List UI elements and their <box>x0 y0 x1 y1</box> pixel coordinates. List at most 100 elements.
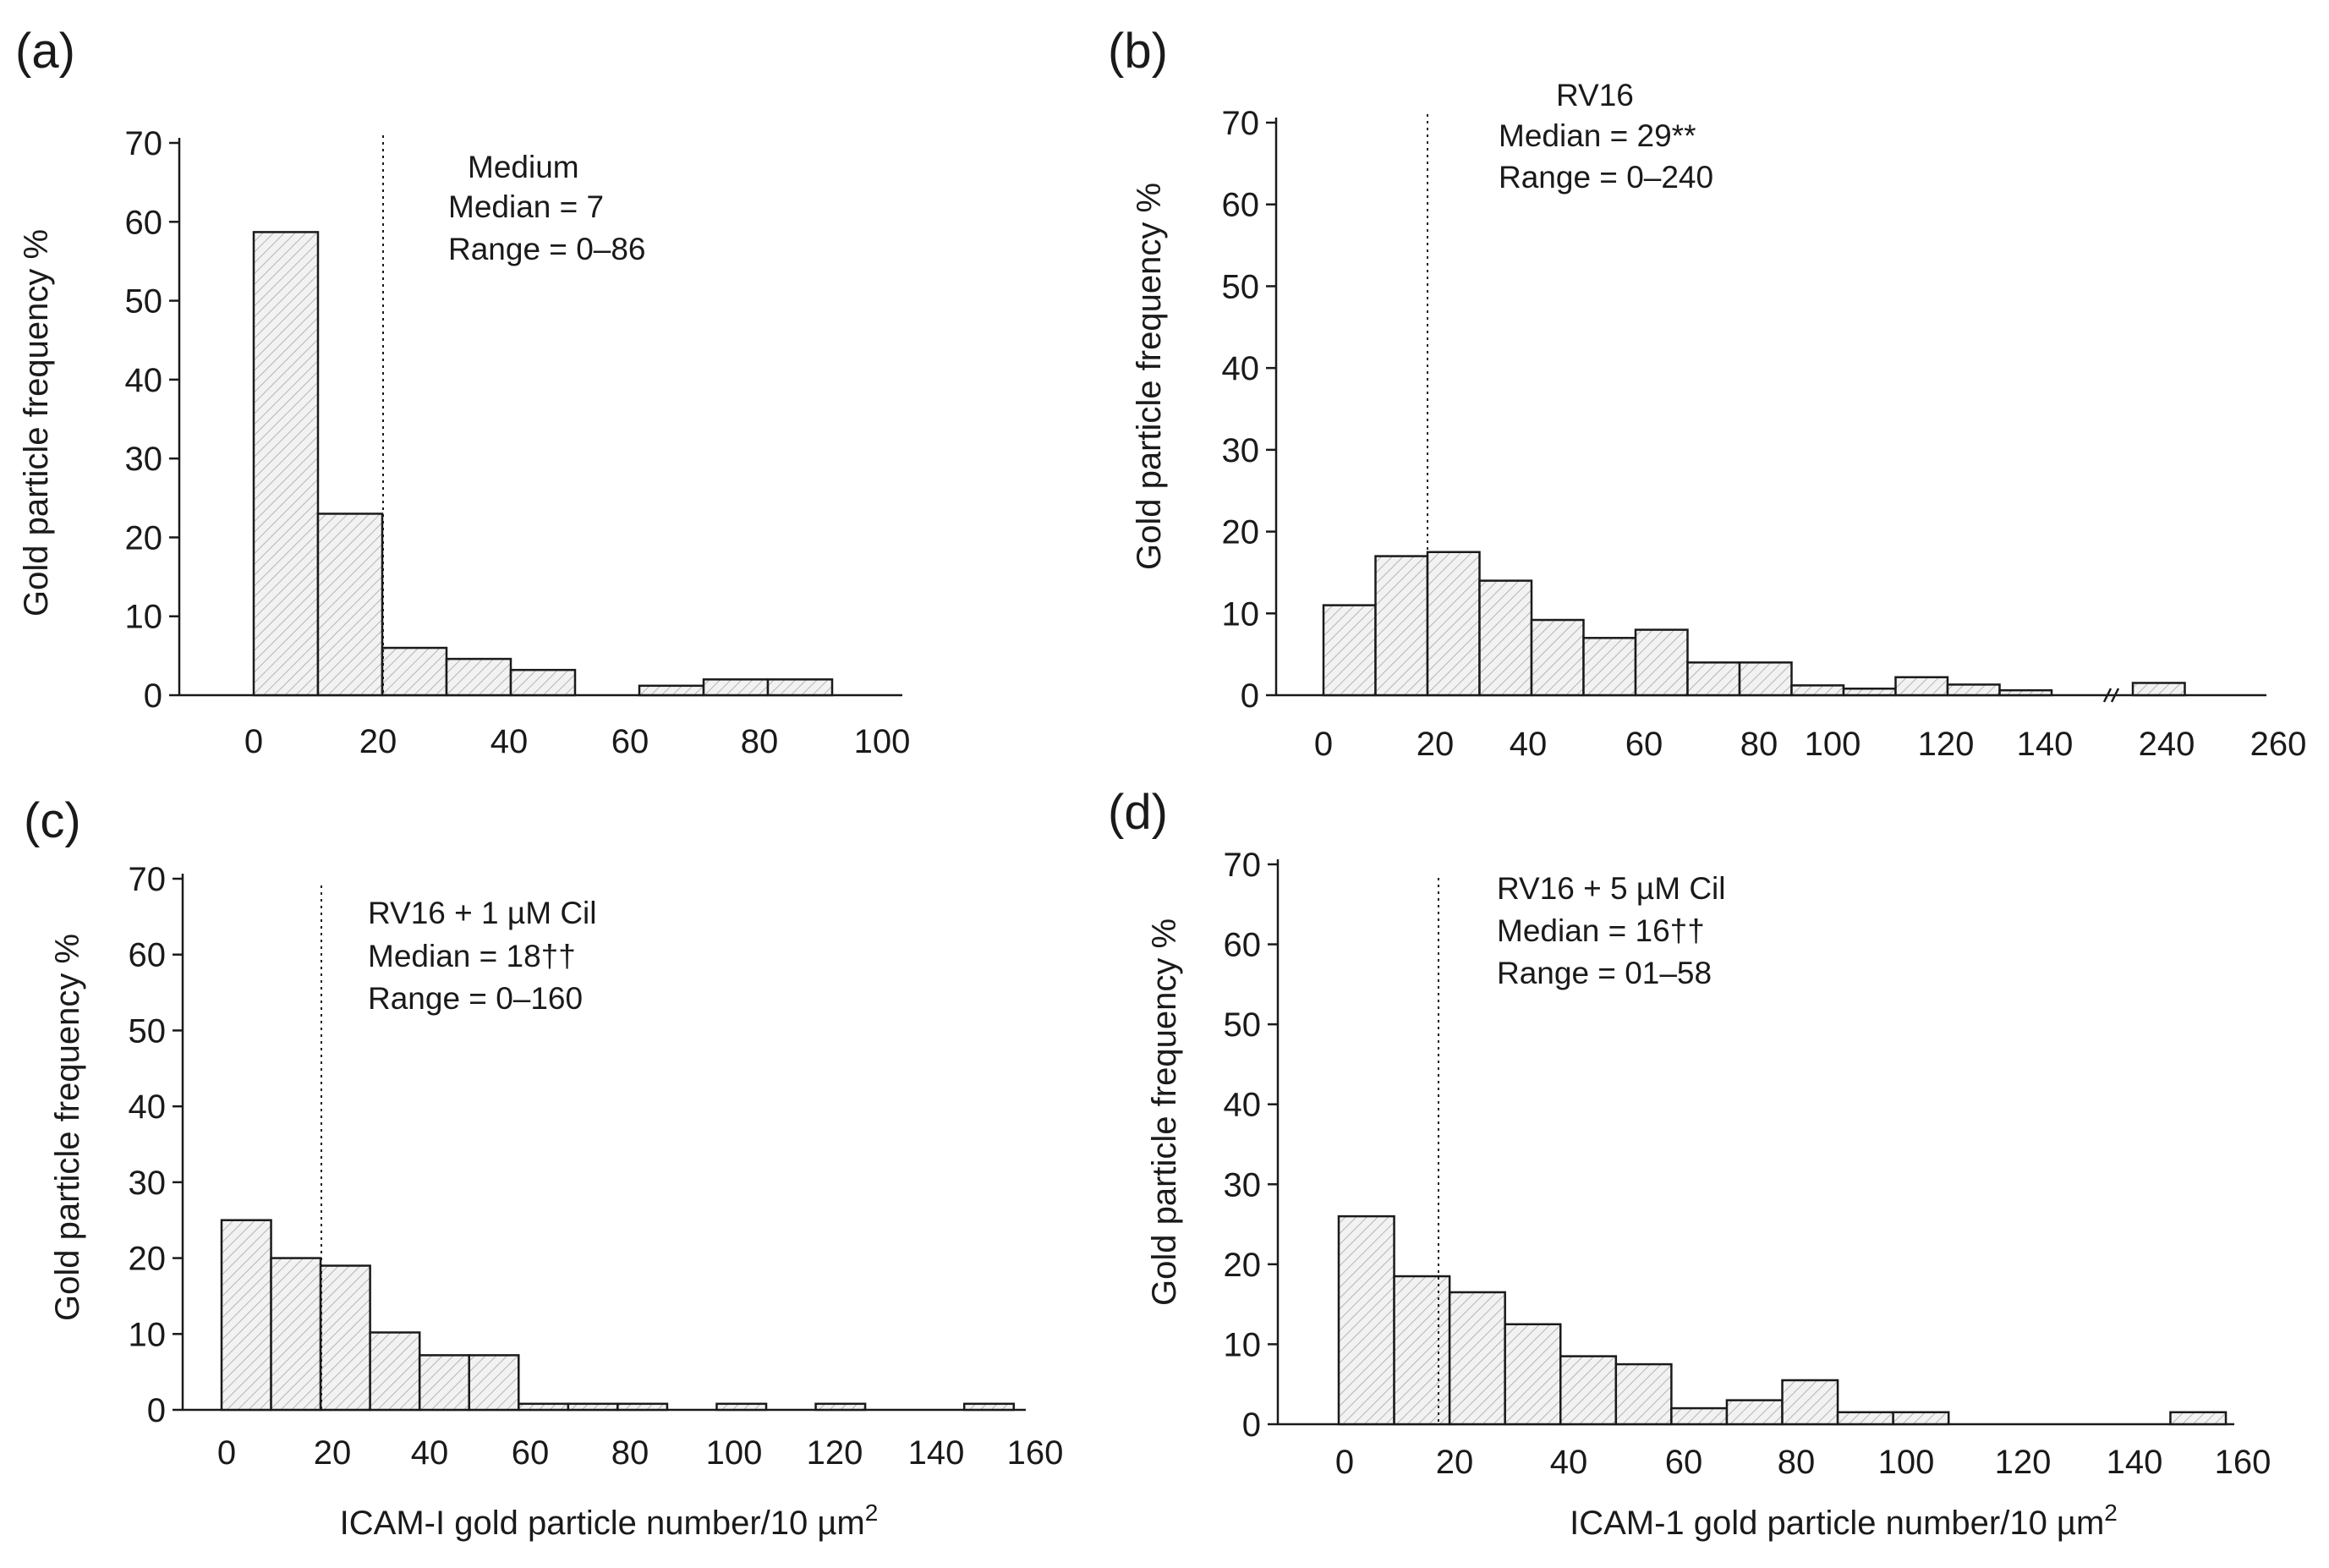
x-tick-label: 0 <box>244 723 263 760</box>
histogram-bar <box>1725 1399 1784 1426</box>
histogram-bar <box>1504 1323 1562 1426</box>
panel-label: (c) <box>24 793 81 848</box>
histogram-bar <box>468 1354 520 1412</box>
panel-label: (d) <box>1108 785 1168 840</box>
histogram-bar <box>715 1402 768 1412</box>
histogram-bar <box>369 1331 421 1412</box>
x-tick-label: 80 <box>1740 726 1778 763</box>
histogram-bar <box>1393 1275 1451 1426</box>
y-tick-label: 70 <box>129 861 167 898</box>
histogram-bar <box>1337 1214 1395 1426</box>
x-tick-label: 20 <box>314 1434 352 1472</box>
annotation-line: RV16 + 5 µM Cil <box>1497 871 1726 906</box>
x-tick-label: 20 <box>1436 1444 1474 1481</box>
histogram-bar <box>1448 1291 1506 1426</box>
y-tick-label: 50 <box>1222 268 1260 305</box>
x-tick-label: 100 <box>1878 1444 1935 1481</box>
chart-panel-1: (a) 0 10 20 30 40 50 60 70 0 20 40 60 80 100 Medium Medi… <box>15 24 910 760</box>
y-tick-label: 0 <box>1241 677 1259 715</box>
histogram-bar <box>1559 1355 1618 1426</box>
histogram-bar <box>1790 684 1845 697</box>
histogram-bar <box>1836 1411 1894 1426</box>
histogram-bar <box>616 1402 669 1412</box>
x-tick-label: 240 <box>2139 726 2195 763</box>
histogram-bar <box>381 646 448 697</box>
x-tick-label: 20 <box>1417 726 1455 763</box>
y-tick-label: 20 <box>129 1241 167 1278</box>
y-tick-label: 50 <box>1224 1006 1262 1044</box>
x-tick-label: 40 <box>1510 726 1548 763</box>
chart-panel-3: (c) 0 10 20 30 40 50 60 70 0 20 40 60 80 100 120 140 160 R… <box>24 793 1063 1542</box>
y-tick-label: 30 <box>1222 432 1260 469</box>
x-tick-label: 20 <box>359 723 397 760</box>
histogram-bar <box>1670 1406 1729 1426</box>
x-tick-label: 140 <box>2017 726 2074 763</box>
y-tick-label: 50 <box>129 1012 167 1050</box>
y-tick-label: 30 <box>125 441 163 478</box>
x-tick-label: 0 <box>1335 1444 1354 1481</box>
y-tick-label: 0 <box>144 677 162 715</box>
panel-label: (b) <box>1108 24 1168 79</box>
y-tick-label: 20 <box>1222 514 1260 551</box>
y-tick-label: 50 <box>125 283 163 321</box>
histogram-bar <box>1946 683 2001 697</box>
y-axis-label: Gold particle frequency % <box>49 934 86 1321</box>
y-tick-label: 20 <box>125 519 163 556</box>
histogram-bar <box>1892 1411 1950 1426</box>
histogram-bar <box>316 513 384 697</box>
histogram-bar <box>1738 661 1793 697</box>
histogram-bar <box>814 1402 867 1412</box>
y-tick-label: 40 <box>1222 350 1260 387</box>
x-tick-label: 100 <box>854 723 911 760</box>
y-axis-label: Gold particle frequency % <box>18 229 55 617</box>
histogram-bar <box>1998 688 2053 697</box>
histogram-bar <box>1426 551 1481 697</box>
y-tick-label: 60 <box>1224 927 1262 964</box>
y-tick-label: 60 <box>1222 187 1260 224</box>
x-tick-label: 80 <box>741 723 779 760</box>
annotation-line: Range = 0–160 <box>368 981 583 1016</box>
y-tick-label: 60 <box>125 204 163 241</box>
x-tick-label: 60 <box>512 1434 550 1472</box>
annotation-line: Medium <box>468 150 579 184</box>
x-tick-label: 100 <box>706 1434 763 1472</box>
x-axis-label: ICAM-I gold particle number/10 µm2 <box>340 1499 879 1542</box>
histogram-bar <box>1374 555 1429 697</box>
chart-panel-2: (b) 0 10 20 30 40 50 60 70 0 20 40 60 80 100 120 140 240 2… <box>1108 24 2306 763</box>
annotation-line: Median = 7 <box>448 189 604 224</box>
y-tick-label: 20 <box>1224 1247 1262 1284</box>
y-tick-label: 30 <box>1224 1166 1262 1203</box>
x-tick-label: 120 <box>807 1434 863 1472</box>
y-tick-label: 70 <box>1224 847 1262 884</box>
histogram-bar <box>1582 637 1637 697</box>
annotation-line: RV16 + 1 µM Cil <box>368 896 597 930</box>
histogram-bar <box>270 1257 322 1412</box>
histogram-bar <box>1634 628 1689 697</box>
histogram-bar <box>962 1402 1015 1412</box>
histogram-bar <box>252 231 320 697</box>
annotation-line: Median = 16†† <box>1497 913 1705 948</box>
histogram-bar <box>1686 661 1741 697</box>
histogram-bar <box>220 1219 272 1412</box>
histogram-bar <box>2169 1411 2228 1426</box>
y-tick-label: 10 <box>129 1316 167 1353</box>
x-tick-label: 60 <box>1665 1444 1703 1481</box>
panel-label: (a) <box>15 24 75 79</box>
x-tick-label: 140 <box>908 1434 965 1472</box>
axis-break-mark <box>2102 688 2113 703</box>
x-tick-label: 80 <box>611 1434 649 1472</box>
x-tick-label: 260 <box>2250 726 2307 763</box>
x-axis-label-superscript: 2 <box>865 1499 879 1526</box>
annotation-line: Range = 0–86 <box>448 232 646 266</box>
histogram-bar <box>702 678 770 697</box>
y-tick-label: 0 <box>1242 1406 1261 1444</box>
annotation-line: Median = 29** <box>1499 118 1696 153</box>
x-tick-label: 80 <box>1778 1444 1816 1481</box>
x-tick-label: 160 <box>2215 1444 2271 1481</box>
histogram-bar <box>1322 604 1377 697</box>
histogram-bar <box>1894 676 1949 697</box>
y-tick-label: 60 <box>129 937 167 974</box>
histogram-bar <box>319 1264 371 1412</box>
x-tick-label: 100 <box>1805 726 1861 763</box>
x-axis-label: ICAM-1 gold particle number/10 µm2 <box>1570 1499 2118 1542</box>
